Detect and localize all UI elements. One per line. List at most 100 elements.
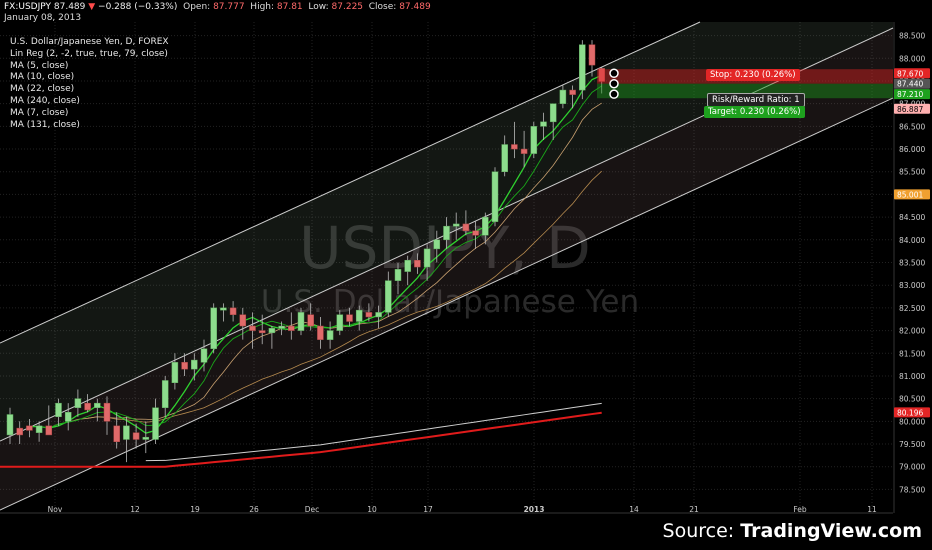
indicator-ma-22[interactable]: MA (22, close) [10,84,75,95]
price-tick-label: 88.500 [899,32,925,41]
source-credit: Source: TradingView.com [663,520,922,542]
tool-handle[interactable] [609,68,619,79]
candle-up [326,330,334,340]
price-tick-label: 83.000 [899,281,925,290]
price-tick-label: 83.500 [899,259,925,268]
time-tick-label: 10 [367,505,377,514]
candle-up [452,223,460,227]
symbol-name[interactable]: FX:USDJPY [4,2,51,12]
time-tick-label: 2013 [524,505,545,514]
candle-down [511,144,518,150]
source-brand[interactable]: TradingView.com [740,520,922,542]
watermark: USDJPY, DU.S. Dollar/Japanese Yen [261,214,639,320]
channel-bottom-line [0,97,894,511]
candle-up [336,314,344,331]
candle-down [26,425,33,431]
price-tick-label: 85.500 [899,168,925,177]
price-tick-label: 82.500 [899,304,925,313]
candle-down [132,432,140,440]
target-zone [597,83,893,99]
indicator-ma-240[interactable]: MA (240, close) [10,95,80,106]
price-change: −0.288 (−0.33%) [98,2,178,12]
candles [6,40,605,463]
candle-down [598,68,605,82]
time-tick-label: Dec [305,505,320,514]
tool-handle[interactable] [609,89,619,99]
price-tick-label: 88.000 [899,54,925,63]
candle-down [249,325,256,331]
price-tick-label: 86.000 [899,145,925,154]
time-tick-label: 11 [867,505,877,514]
channel-lower-band [0,28,893,510]
price-tick-label: 79.500 [899,440,925,449]
indicator-title[interactable]: U.S. Dollar/Japanese Yen, D, FOREX [10,37,169,47]
price-label: 80.196 [897,408,923,417]
down-arrow-icon: ▼ [88,2,96,12]
price-label: 86.887 [897,105,923,114]
time-tick-label: 12 [130,505,140,514]
risk-reward-label[interactable]: Risk/Reward Ratio: 1 [707,93,805,107]
candle-up [64,411,72,422]
candle-up [191,359,198,370]
candle-down [288,325,295,331]
price-label-bg [894,78,930,89]
candle-up [210,307,217,349]
candle-up [142,436,150,440]
stop-label[interactable]: Stop: 0.230 (0.26%) [706,69,800,81]
price-label: 87.210 [897,90,923,99]
watermark-ticker: USDJPY, D [299,214,591,282]
close-label: Close: [368,2,397,12]
ma-22-line [87,170,602,423]
price-label-bg [894,89,930,100]
candle-down [307,314,314,327]
candle-down [472,230,479,236]
indicator-linreg[interactable]: Lin Reg (2, -2, true, true, 79, close) [10,48,168,59]
candle-up [123,425,130,440]
price-tick-label: 80.500 [899,395,925,404]
candle-up [35,425,43,433]
tool-handle[interactable] [609,78,619,89]
time-tick-label: 21 [689,505,699,514]
indicator-ma-131[interactable]: MA (131, close) [10,119,80,130]
indicator-ma-7[interactable]: MA (7, close) [10,107,69,118]
symbol-header: FX:USDJPY 87.489 ▼ −0.288 (−0.33%) Open:… [4,2,431,12]
candle-up [540,121,547,127]
candle-up [385,280,392,313]
candle-up [423,248,431,268]
candle-up [152,407,159,440]
target-label[interactable]: Target: 0.230 (0.26%) [704,106,805,118]
candle-down [181,362,188,370]
candle-down [462,223,470,231]
candle-up [433,239,441,250]
candle-down [258,330,266,334]
candle-down [317,325,324,340]
candle-up [375,312,382,318]
ma-5-line [29,74,602,434]
candle-up [482,216,489,236]
price-tick-label: 78.500 [899,485,925,494]
candle-up [549,103,557,123]
price-tick-label: 84.500 [899,213,925,222]
time-tick-label: 19 [190,505,200,514]
low-label: Low: [308,2,329,12]
candle-down [84,402,91,411]
price-label-bg [894,68,930,79]
price-label: 85.001 [897,190,923,199]
price-tick-label: 86.500 [899,122,925,131]
candle-up [579,44,586,91]
price-label: 87.440 [897,80,923,89]
price-axis: 78.500 79.000 79.500 80.000 80.500 81.000 81.5… [894,32,930,494]
indicator-legend: U.S. Dollar/Japanese Yen, D, FOREX Lin R… [10,37,169,131]
candle-down [588,44,596,66]
time-axis: Nov 12 19 26 Dec 10 17 2013 14 21 Feb 11 [48,505,877,514]
ma-240-line [0,411,602,468]
candle-up [559,89,567,104]
candle-down [103,402,111,422]
candle-up [200,348,208,363]
indicator-ma-5[interactable]: MA (5, close) [10,60,69,71]
indicator-ma-10[interactable]: MA (10, close) [10,72,75,83]
candle-up [6,414,14,436]
candle-up [297,312,305,331]
